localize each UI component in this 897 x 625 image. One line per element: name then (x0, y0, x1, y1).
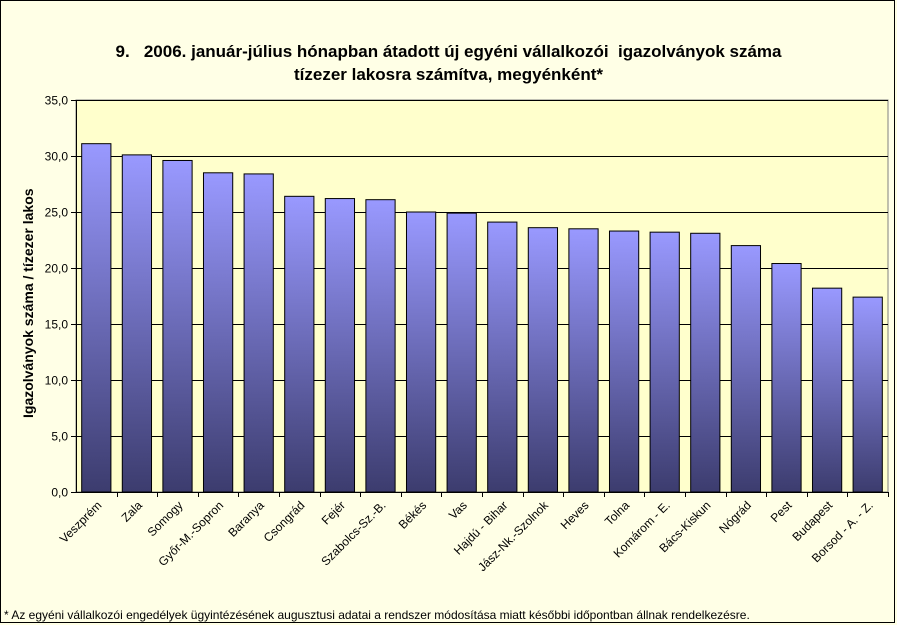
x-tick-label: Pest (768, 498, 795, 525)
bar (81, 143, 112, 493)
bar (730, 245, 762, 493)
x-tick-label: Vas (446, 498, 470, 522)
y-tick-label: 35,0 (45, 94, 69, 108)
y-tick-label: 25,0 (45, 206, 69, 220)
bar (243, 173, 274, 493)
bar (608, 230, 640, 493)
bar (568, 228, 599, 493)
x-tick-label: Fejér (319, 498, 348, 527)
x-tick-label: Békés (396, 498, 429, 531)
bar (365, 199, 396, 493)
bar (284, 195, 315, 493)
y-tick-label: 5,0 (51, 430, 68, 444)
x-tick-label: Csongrád (261, 498, 308, 545)
chart-title: 9. 2006. január-július hónapban átadott … (0, 40, 897, 86)
bar (162, 159, 193, 493)
x-tick-label: Nógrád (716, 498, 754, 536)
bar (527, 227, 559, 493)
footnote: * Az egyéni vállalkozói engedélyek ügyin… (4, 608, 750, 622)
y-tick-label: 10,0 (45, 374, 69, 388)
plot-area (75, 99, 889, 493)
x-tick-label: Baranya (225, 498, 267, 540)
y-tick-label: 15,0 (45, 318, 69, 332)
y-tick-label: 30,0 (45, 150, 69, 164)
bar (446, 212, 477, 493)
y-tick-label: 20,0 (45, 262, 69, 276)
x-tick-label: Zala (119, 498, 146, 525)
bar (852, 296, 883, 493)
y-tick-label: 0,0 (51, 486, 68, 500)
bar (811, 287, 843, 493)
x-tick-label: Tolna (602, 498, 632, 528)
x-tick-label: Veszprém (57, 498, 105, 546)
bar (771, 263, 802, 493)
x-tick-label: Somogy (145, 498, 186, 539)
bar (487, 221, 518, 493)
bar (405, 211, 437, 493)
chart-title-line-1: 9. 2006. január-július hónapban átadott … (115, 42, 782, 61)
bar (202, 172, 234, 493)
bar (649, 231, 680, 493)
chart-title-line-2: tízezer lakosra számítva, megyénként* (294, 65, 603, 84)
x-tick-label: Heves (558, 498, 592, 532)
x-tick-label: Jász-Nk.-Szolnok (475, 498, 552, 575)
bar (324, 198, 356, 493)
bar (121, 154, 153, 493)
bar (690, 232, 721, 493)
